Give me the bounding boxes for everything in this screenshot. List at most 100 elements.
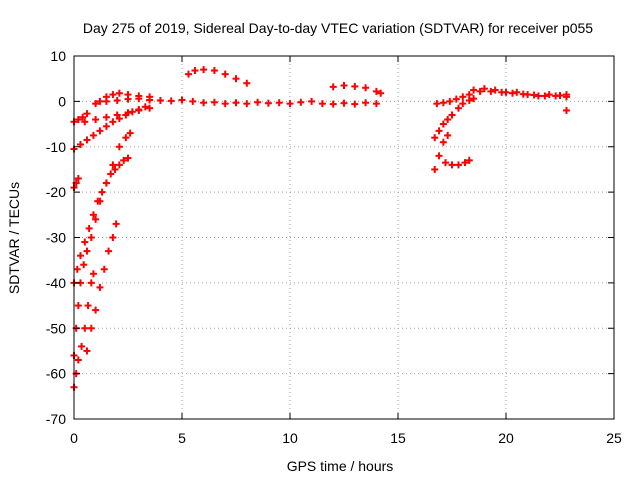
data-point <box>297 98 305 106</box>
data-point <box>459 93 467 101</box>
y-tick-label: -70 <box>46 411 66 427</box>
data-point <box>541 92 549 100</box>
data-point <box>461 159 469 167</box>
data-point <box>243 100 251 108</box>
data-point <box>109 161 117 169</box>
data-point <box>465 96 473 104</box>
data-point <box>76 252 84 260</box>
data-point <box>508 89 516 97</box>
data-point <box>74 175 82 183</box>
data-point <box>435 152 443 160</box>
data-point <box>76 140 84 148</box>
y-tick-label: -60 <box>46 366 66 382</box>
data-point <box>105 247 113 255</box>
data-point <box>146 104 154 112</box>
data-point <box>372 87 380 95</box>
data-point <box>115 143 123 151</box>
data-point <box>115 89 123 97</box>
data-point <box>87 324 95 332</box>
data-point <box>115 161 123 169</box>
data-point <box>264 99 272 107</box>
data-point <box>232 99 240 107</box>
data-point <box>124 109 132 117</box>
x-tick-label: 0 <box>70 430 78 446</box>
data-point <box>498 88 506 96</box>
y-tick-label: -10 <box>46 139 66 155</box>
data-point <box>102 113 110 121</box>
data-point <box>178 96 186 104</box>
data-point <box>372 100 380 108</box>
data-point <box>446 97 454 105</box>
data-point <box>135 95 143 103</box>
data-point <box>124 95 132 103</box>
data-point <box>562 106 570 114</box>
data-point <box>444 131 452 139</box>
data-point <box>476 87 484 95</box>
data-point <box>448 111 456 119</box>
data-point <box>92 100 100 108</box>
data-point <box>454 161 462 169</box>
data-point <box>92 215 100 223</box>
data-points <box>70 66 570 391</box>
data-point <box>74 116 82 124</box>
data-point <box>113 111 121 119</box>
data-point <box>470 95 478 103</box>
data-point <box>167 97 175 105</box>
y-axis-label: SDTVAR / TECUs <box>6 182 22 294</box>
data-point <box>465 156 473 164</box>
data-point <box>200 99 208 107</box>
x-tick-label: 10 <box>282 430 298 446</box>
data-point <box>100 265 108 273</box>
grid-lines <box>74 56 614 419</box>
data-point <box>433 100 441 108</box>
data-point <box>459 100 467 108</box>
data-point <box>126 129 134 137</box>
data-point <box>448 161 456 169</box>
data-point <box>221 100 229 108</box>
data-point <box>78 342 86 350</box>
data-point <box>124 154 132 162</box>
y-tick-label: -40 <box>46 275 66 291</box>
data-point <box>96 97 104 105</box>
data-point <box>112 220 120 228</box>
data-point <box>491 86 499 94</box>
data-point <box>444 116 452 124</box>
y-tick-label: -30 <box>46 230 66 246</box>
data-point <box>318 100 326 108</box>
data-point <box>351 100 359 108</box>
data-point <box>442 159 450 167</box>
data-point <box>562 91 570 99</box>
data-point <box>340 99 348 107</box>
data-point <box>552 92 560 100</box>
y-tick-label: 10 <box>50 48 66 64</box>
y-tick-label: -20 <box>46 184 66 200</box>
data-point <box>329 100 337 108</box>
data-point <box>243 79 251 87</box>
data-point <box>113 96 121 104</box>
data-point <box>191 67 199 75</box>
data-point <box>89 211 97 219</box>
data-point <box>81 118 89 126</box>
data-point <box>96 127 104 135</box>
y-tick-labels: -70 -60 -50 -40 -30 -20 -10 0 10 <box>46 48 66 427</box>
data-point <box>109 234 117 241</box>
x-tick-label: 5 <box>178 430 186 446</box>
data-point <box>74 302 82 310</box>
data-point <box>329 83 337 91</box>
data-point <box>83 347 91 355</box>
data-point <box>135 106 143 114</box>
data-point <box>83 247 91 255</box>
data-point <box>73 265 81 273</box>
data-point <box>96 283 104 291</box>
data-point <box>308 97 316 105</box>
data-point <box>439 120 447 128</box>
data-point <box>84 302 92 310</box>
data-point <box>545 91 553 99</box>
data-point <box>141 103 149 111</box>
data-point <box>465 91 473 99</box>
chart-title: Day 275 of 2019, Sidereal Day-to-day VTE… <box>83 20 593 36</box>
x-tick-label: 20 <box>498 430 514 446</box>
data-point <box>452 95 460 103</box>
